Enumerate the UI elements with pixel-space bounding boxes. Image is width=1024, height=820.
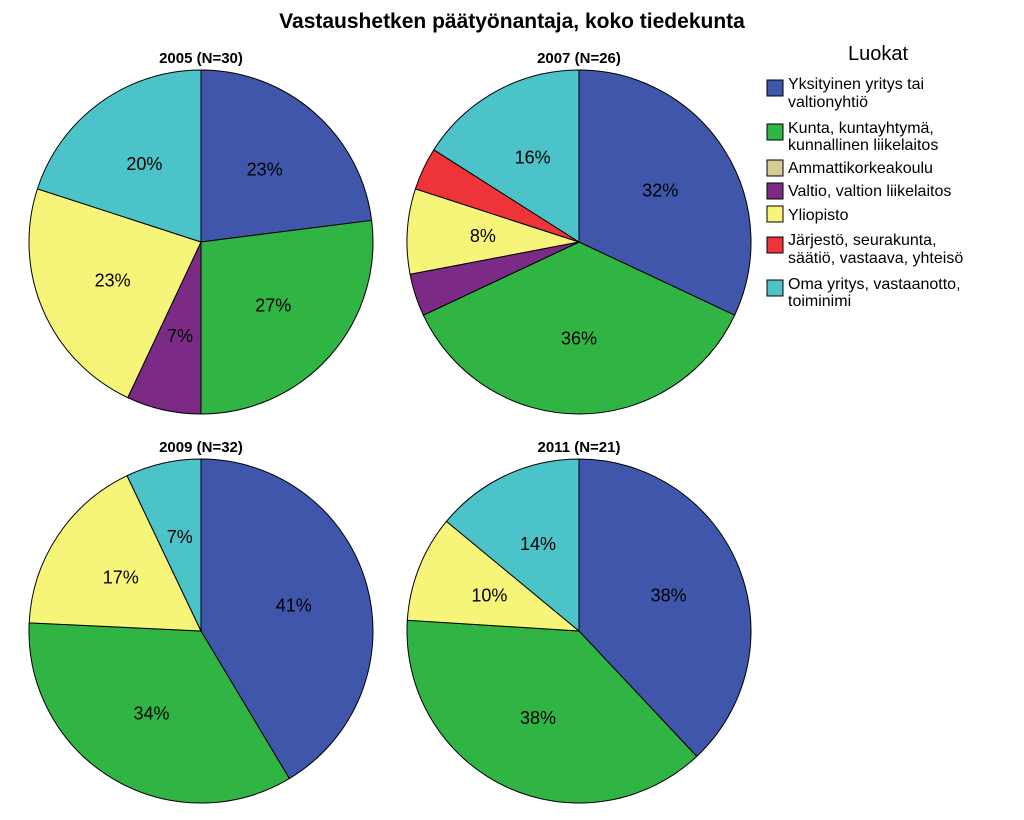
pie-slice-kunta	[406, 619, 698, 804]
pie-title: 2005 (N=30)	[159, 50, 243, 67]
pie-2009: 2009 (N=32) 41% 34% 17% 7%	[28, 439, 374, 804]
legend-label: Järjestö, seurakunta,	[788, 232, 937, 249]
slice-label: 23%	[95, 270, 131, 290]
pie-slice-yksityinen	[200, 458, 374, 780]
pie-slice-yliopisto	[406, 520, 581, 632]
pie-slice-kunta	[28, 622, 291, 804]
pie-slice-yksityinen	[200, 69, 373, 243]
slice-label: 16%	[515, 148, 551, 168]
legend-label: toiminimi	[788, 293, 851, 310]
legend-title: Luokat	[848, 43, 908, 65]
legend-label: Yksityinen yritys tai	[788, 76, 924, 93]
slice-label: 32%	[642, 180, 678, 200]
slice-label: 7%	[167, 527, 193, 547]
slice-label: 34%	[133, 704, 169, 724]
pie-title: 2011 (N=21)	[538, 439, 621, 456]
legend-swatch-valtio	[766, 182, 784, 200]
pie-2005: 2005 (N=30) 23% 27% 7% 23% 20%	[28, 50, 374, 415]
slice-label: 17%	[103, 568, 139, 588]
legend-swatch-kunta	[766, 123, 784, 141]
slice-label: 8%	[470, 226, 496, 246]
pie-slice-yksityinen	[578, 69, 752, 316]
legend-label: Oma yritys, vastaanotto,	[788, 276, 961, 293]
slice-label: 38%	[651, 586, 687, 606]
pie-slice-oma	[126, 458, 202, 632]
pie-slice-yliopisto	[28, 475, 202, 632]
legend-label: säätiö, vastaava, yhteisö	[788, 250, 963, 267]
pie-2007: 2007 (N=26) 32% 36% 8% 16%	[406, 50, 752, 415]
pie-slice-kunta	[422, 241, 736, 415]
pie-slice-yliopisto	[28, 188, 202, 399]
legend-label: Kunta, kuntayhtymä,	[788, 120, 934, 137]
legend-label: valtionyhtiö	[788, 94, 868, 111]
slice-label: 41%	[276, 595, 312, 615]
slice-label: 38%	[520, 708, 556, 728]
pie-slice-kunta	[200, 219, 374, 415]
slice-label: 7%	[167, 326, 193, 346]
pie-slice-oma	[433, 69, 580, 243]
pie-title: 2009 (N=32)	[159, 439, 243, 456]
legend-swatch-yliopisto	[766, 205, 784, 223]
slice-label: 27%	[255, 296, 291, 316]
slice-label: 10%	[471, 586, 507, 606]
legend-label: Yliopisto	[788, 207, 849, 224]
slice-label: 23%	[247, 160, 283, 180]
legend-swatch-yksityinen	[766, 79, 784, 97]
pie-slice-oma	[445, 458, 580, 633]
pie-title: 2007 (N=26)	[537, 50, 621, 67]
legend-label: Ammattikorkeakoulu	[788, 160, 933, 177]
legend-swatch-jarjesto	[766, 236, 784, 254]
slice-label: 20%	[126, 154, 162, 174]
pie-2011: 2011 (N=21) 38% 38% 10% 14%	[406, 439, 752, 804]
slice-label: 36%	[561, 328, 597, 348]
chart-title: Vastaushetken päätyönantaja, koko tiedek…	[279, 10, 745, 33]
legend-swatch-amk	[766, 159, 784, 177]
pie-slice-oma	[36, 69, 202, 243]
slice-label: 14%	[520, 534, 556, 554]
pie-slice-yksityinen	[578, 458, 752, 758]
legend-label: Valtio, valtion liikelaitos	[788, 183, 951, 200]
legend-swatch-oma	[766, 279, 784, 297]
legend: Luokat Yksityinen yritys taivaltionyhtiö…	[766, 43, 963, 310]
legend-label: kunnallinen liikelaitos	[788, 137, 938, 154]
